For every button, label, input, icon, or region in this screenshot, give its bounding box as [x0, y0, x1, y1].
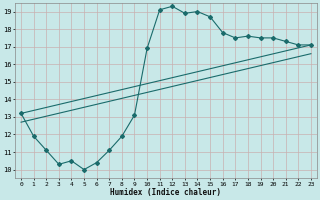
X-axis label: Humidex (Indice chaleur): Humidex (Indice chaleur) [110, 188, 221, 197]
